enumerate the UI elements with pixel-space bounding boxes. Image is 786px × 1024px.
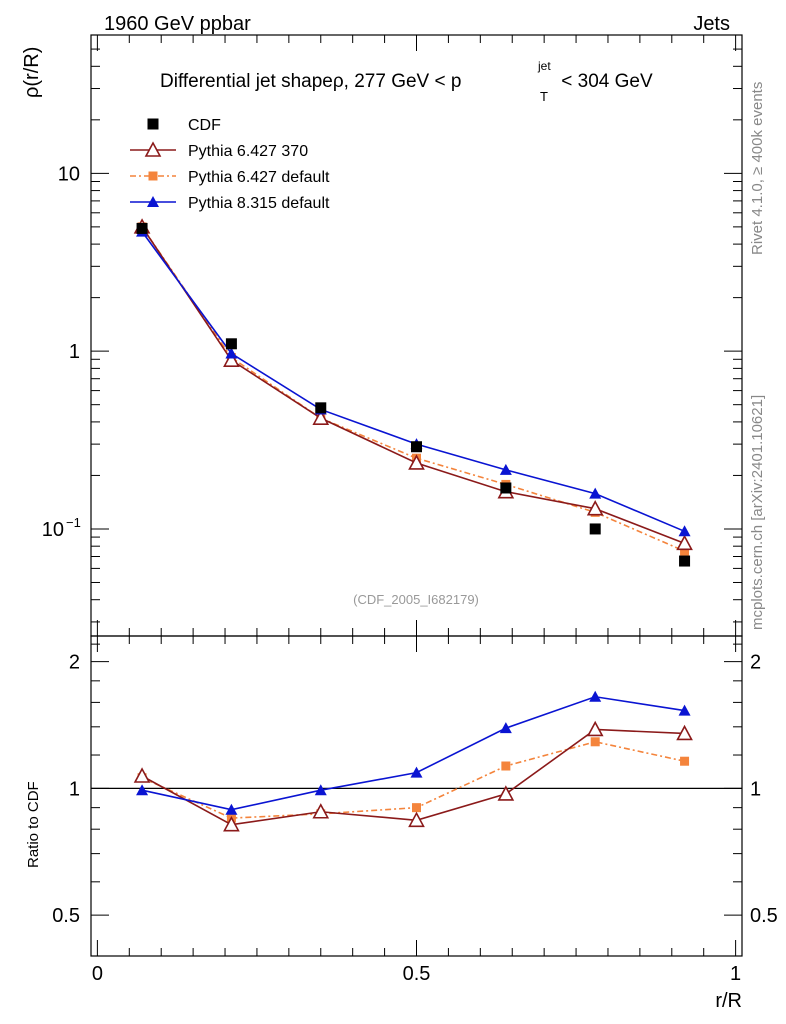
legend-marker-cdf [147, 118, 159, 130]
main-point-py6-370 [676, 534, 693, 551]
main-point-py8 [589, 487, 602, 499]
main-y-tick-label-exponent: −1 [66, 515, 81, 530]
legend-label-cdf: CDF [188, 117, 221, 134]
main-series-line-py8 [141, 231, 685, 533]
data-series [133, 218, 693, 832]
watermark: (CDF_2005_I682179) [353, 592, 479, 607]
x-tick-label: 0.5 [403, 963, 431, 985]
ratio-point-py6-default [501, 761, 511, 771]
main-point-cdf [225, 338, 237, 350]
chart-title-tail: < 304 GeV [556, 71, 653, 92]
main-point-py6-370 [312, 409, 330, 425]
main-series-line-py6-370 [141, 226, 685, 545]
ratio-y-tick-label-right: 0.5 [750, 905, 778, 927]
side-label-top: Rivet 4.1.0, ≥ 400k events [749, 82, 766, 255]
legend-marker-py6-370 [144, 141, 162, 157]
main-point-cdf [679, 555, 691, 567]
main-point-py6-370 [586, 500, 604, 516]
main-series-py8 [136, 225, 691, 537]
ratio-y-tick-label: 1 [69, 778, 80, 800]
ratio-y-tick-label-right: 2 [750, 652, 761, 674]
ratio-point-py6-370 [312, 803, 330, 819]
chart-title-main: Differential jet shapeρ, 277 GeV < p [160, 71, 461, 92]
legend-label-py6-370: Pythia 6.427 370 [188, 143, 308, 160]
ratio-point-py8 [410, 766, 423, 778]
ratio-series-py6-default [137, 737, 690, 823]
ratio-point-py6-default [680, 756, 690, 766]
ratio-series-py8 [136, 690, 691, 815]
side-label-bottom: mcplots.cern.ch [arXiv:2401.10621] [749, 395, 766, 630]
main-y-tick-label: 10 [58, 163, 80, 185]
ratio-point-py6-370 [586, 720, 604, 737]
header-left: 1960 GeV ppbar [104, 13, 251, 35]
ratio-point-py6-370 [133, 767, 151, 783]
main-point-py6-default [680, 546, 690, 556]
ratio-y-tick-label-right: 1 [750, 778, 761, 800]
chart-title: Differential jet shapeρ, 277 GeV < p [160, 71, 461, 92]
ratio-point-py6-default [412, 803, 421, 813]
main-point-py6-370 [408, 454, 425, 470]
ratio-point-py6-370 [223, 815, 240, 832]
main-y-tick-label: 1 [69, 341, 80, 363]
main-series-cdf [136, 222, 691, 567]
header-right: Jets [693, 13, 730, 35]
x-tick-label: 1 [730, 963, 741, 985]
ratio-y-tick-label: 0.5 [52, 905, 80, 927]
main-point-cdf [500, 482, 512, 494]
legend-marker-py8 [147, 196, 159, 207]
ratio-frame [90, 635, 743, 957]
main-point-cdf [411, 441, 422, 453]
ratio-point-py6-default [590, 737, 600, 747]
main-point-py8 [499, 463, 512, 475]
x-tick-label: 0 [92, 963, 103, 985]
main-point-py6-370 [223, 351, 240, 367]
x-axis-title: r/R [715, 990, 742, 1012]
main-point-cdf [589, 523, 601, 535]
ratio-point-py6-370 [676, 724, 693, 741]
main-point-cdf [315, 402, 327, 414]
chart-title-sub: T [540, 89, 548, 104]
main-point-py8 [678, 525, 691, 537]
ratio-point-py8 [499, 722, 512, 734]
main-y-tick-label: 10 [42, 519, 64, 541]
ratio-series-line-py8 [141, 695, 685, 811]
legend-marker-py6-default [148, 171, 158, 181]
main-point-py8 [225, 347, 238, 359]
ratio-point-py8 [314, 784, 327, 796]
legend-label-py6-default: Pythia 6.427 default [188, 169, 330, 186]
chart-title-sup: jet [537, 59, 551, 73]
ratio-y-tick-label: 2 [69, 652, 80, 674]
ratio-point-py8 [136, 784, 149, 796]
ratio-point-py6-370 [408, 811, 425, 828]
y-axis-title-ratio: Ratio to CDF [25, 781, 42, 868]
legend-label-py8: Pythia 8.315 default [188, 195, 330, 212]
ratio-point-py6-370 [497, 785, 515, 801]
main-series-py6-default [137, 222, 690, 556]
ratio-point-py8 [678, 704, 691, 716]
legend: CDF Pythia 6.427 370 Pythia 6.427 default P… [130, 117, 330, 212]
y-axis-title-main: ρ(r/R) [21, 47, 43, 98]
main-point-cdf [136, 222, 148, 234]
main-series-line-py6-default [141, 226, 685, 552]
ratio-point-py8 [589, 690, 602, 702]
ratio-point-py8 [225, 803, 238, 815]
ratio-series-py6-370 [133, 720, 693, 832]
